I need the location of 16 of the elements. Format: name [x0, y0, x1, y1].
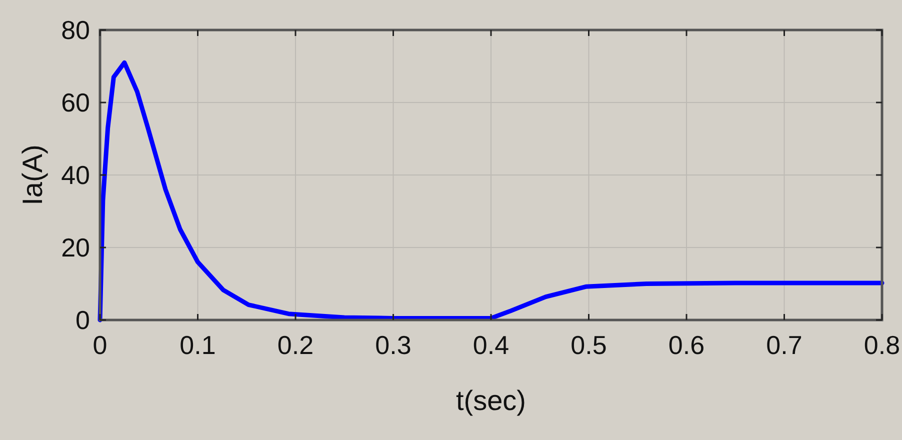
y-tick-label: 60 — [61, 88, 90, 118]
x-tick-label: 0.5 — [570, 330, 607, 360]
x-axis-title: t(sec) — [456, 385, 526, 416]
y-tick-label: 20 — [61, 232, 90, 262]
line-series — [98, 60, 884, 322]
x-tick-label: 0.8 — [864, 330, 900, 360]
x-tick-label: 0.6 — [668, 330, 705, 360]
x-tick-label: 0.4 — [472, 330, 510, 360]
x-tick-label: 0.7 — [766, 330, 802, 360]
x-tick-label: 0.2 — [277, 330, 314, 360]
y-tick-label: 80 — [61, 15, 90, 45]
y-axis-title: Ia(A) — [17, 144, 48, 206]
y-tick-label: 0 — [76, 305, 90, 335]
y-tick-label: 40 — [61, 160, 90, 190]
x-tick-label: 0.1 — [180, 330, 216, 360]
x-tick-label: 0.3 — [375, 330, 412, 360]
